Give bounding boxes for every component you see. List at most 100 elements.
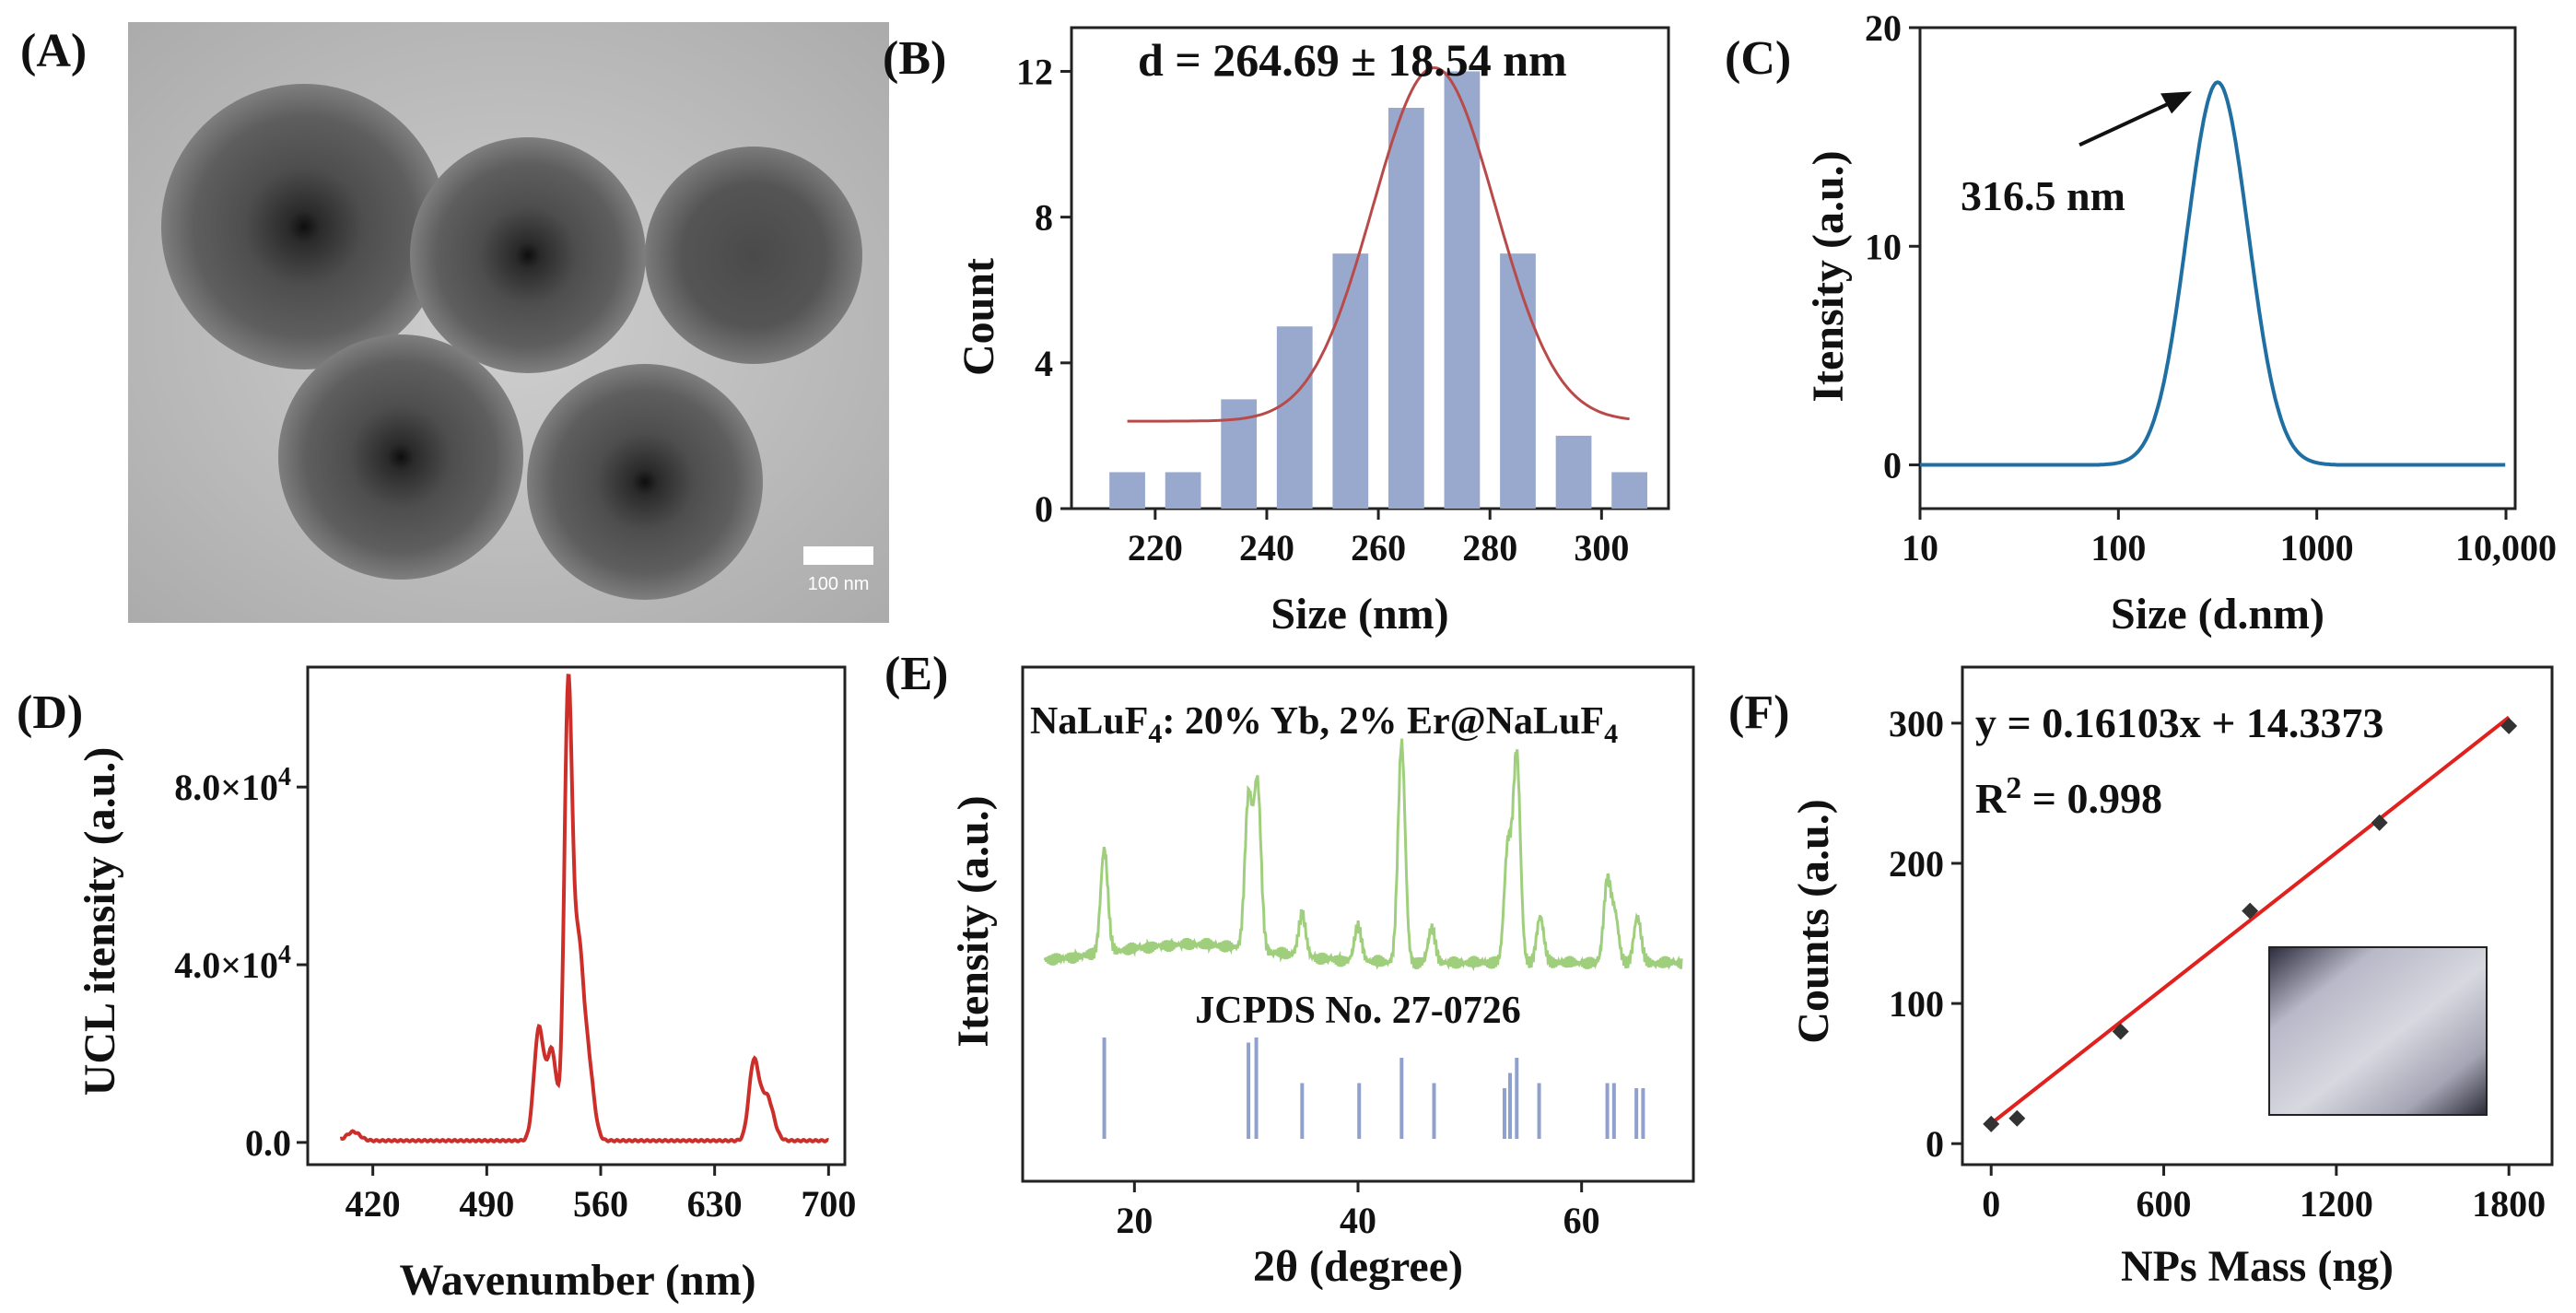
x-tick-label: 100 [2090,527,2146,569]
x-tick-label: 1000 [2280,527,2354,569]
panel-c-frame [1918,26,2517,510]
x-tick-label: 240 [1239,527,1294,569]
panel-d-label: (D) [17,686,83,739]
tem-particle [410,137,646,373]
panel-e-ylabel: Itensity (a.u.) [949,795,998,1047]
x-tick-label: 220 [1128,527,1183,569]
data-point [2500,717,2518,734]
panel-b-frame [1070,26,1670,510]
x-tick-label: 260 [1351,527,1406,569]
panel-c-xlabel: Size (d.nm) [2111,590,2324,639]
panel-f-r-squared: R2 = 0.998 [1975,771,2162,822]
panel-f-linear-fit-line [1989,715,2511,1125]
y-tick-label: 10 [1865,226,1902,267]
panel-b-label: (B) [883,32,946,85]
panel-f-xlabel: NPs Mass (ng) [2121,1242,2394,1291]
panel-c-size-distribution-line [1920,80,2506,467]
y-tick-label: 200 [1889,843,1944,885]
x-tick-label: 60 [1563,1200,1600,1241]
tem-particle [161,84,447,369]
panel-a: (A) 100 nm [20,22,889,623]
tem-particle [527,364,763,600]
panel-d-ylabel: UCL itensity (a.u.) [76,747,124,1096]
histogram-bar [1109,472,1145,509]
tem-particle [645,147,862,364]
panel-c-arrow-head [2160,91,2193,114]
y-tick-label: 0.0 [245,1122,291,1164]
panel-b: (B) 220 240 260 280 300 0 4 8 12 d = 264.69 ± 18… [883,26,1670,639]
x-tick-label: 280 [1462,527,1517,569]
histogram-bar [1500,253,1536,509]
x-tick-label: 560 [573,1183,628,1225]
y-tick-label: 0 [1883,445,1902,487]
histogram-bar [1276,326,1313,509]
panel-f-label: (F) [1728,686,1789,739]
x-tick-label: 0 [1982,1183,2000,1225]
histogram-bar [1332,253,1369,509]
panel-f: (F) 0 600 1200 1800 0 100 200 300 y = 0.16103x … [1728,665,2554,1291]
y-tick-mantissa: 0.0 [245,1122,291,1164]
x-tick-label: 20 [1116,1200,1153,1241]
panel-b-xlabel: Size (nm) [1270,590,1448,639]
x-tick-label: 10 [1902,527,1938,569]
x-tick-label: 700 [801,1183,856,1225]
data-point [1983,1115,2000,1132]
data-point [2242,902,2259,920]
panel-e-sample-label: NaLuF4: 20% Yb, 2% Er@NaLuF4 [1030,700,1618,749]
panel-f-inset-photo [2268,946,2488,1116]
histogram-bar [1165,472,1201,509]
panel-b-ylabel: Count [954,258,1003,376]
panel-e-reference-label: JCPDS No. 27-0726 [1195,990,1521,1032]
y-tick-label: 20 [1865,7,1902,49]
panel-e-xlabel: 2θ (degree) [1253,1242,1463,1291]
x-tick-label: 40 [1340,1200,1376,1241]
x-tick-label: 1800 [2472,1183,2546,1225]
y-tick-exponent: 4 [278,763,291,791]
panel-c-ylabel: Itensity (a.u.) [1804,150,1853,402]
panel-e: (E) 20 40 60 NaLuF4: 20% Yb, 2% Er@NaLuF4 … [884,648,1695,1291]
x-tick-label: 600 [2137,1183,2192,1225]
histogram-bar [1555,435,1592,509]
data-point [2008,1109,2026,1127]
panel-e-xrd-pattern-line [1043,738,1683,972]
x-tick-label: 630 [687,1183,743,1225]
panel-a-label: (A) [20,25,87,77]
y-tick-label: 0 [1926,1123,1944,1165]
y-tick-label: 12 [1016,51,1053,92]
panel-e-label: (E) [884,648,948,700]
panel-f-ylabel: Counts (a.u.) [1789,799,1838,1043]
panel-f-equation: y = 0.16103x + 14.3373 [1975,699,2383,746]
panel-c-label: (C) [1725,32,1791,85]
y-tick-label: 8 [1035,197,1053,239]
y-tick-label: 0 [1035,488,1053,530]
scale-bar [803,546,873,565]
x-tick-label: 300 [1574,527,1629,569]
panel-d-frame [306,665,847,1166]
x-tick-label: 490 [459,1183,514,1225]
y-tick-label: 4.0×104 [174,941,291,986]
y-tick-label: 300 [1889,703,1944,744]
data-point [2371,814,2388,831]
panel-d-spectrum-line [339,674,829,1143]
tem-particle [278,334,523,580]
y-tick-exponent: 4 [278,941,291,969]
panel-b-gaussian-fit-line [1127,65,1630,423]
panel-c-annotation-arrow [2078,97,2180,147]
x-tick-label: 10,000 [2455,527,2557,569]
tem-particles [161,84,862,600]
histogram-bar [1444,71,1481,510]
y-tick-label: 4 [1035,343,1053,384]
panel-c-peak-label: 316.5 nm [1961,172,2125,219]
y-tick-mantissa: 4.0×10 [174,944,278,986]
panel-f-frame [1961,665,2554,1166]
histogram-bar [1611,472,1647,509]
y-tick-label: 8.0×104 [174,763,291,808]
y-tick-label: 100 [1889,983,1944,1025]
data-point [2112,1023,2129,1040]
x-tick-label: 420 [345,1183,401,1225]
x-tick-label: 1200 [2300,1183,2373,1225]
histogram-bar [1388,108,1424,509]
